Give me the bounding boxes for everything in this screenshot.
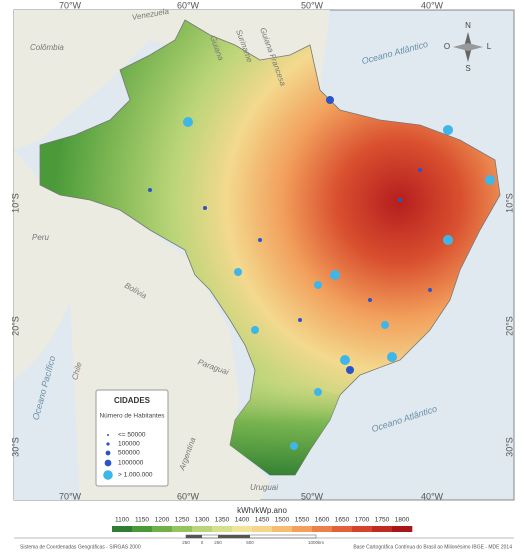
scale-label: 500	[246, 540, 254, 545]
lat-label: 20°S	[10, 316, 20, 336]
lat-label: 30°S	[10, 437, 20, 457]
brazil-south	[230, 370, 340, 475]
compass-label: O	[444, 42, 450, 51]
footer-text: Sistema de Coordenadas Geográficas - SIR…	[20, 544, 141, 550]
legend-title: CIDADES	[114, 396, 151, 405]
colorbar-tick-label: 1500	[275, 517, 290, 524]
brazil	[39, 19, 501, 476]
lat-label: 20°S	[504, 316, 514, 336]
lon-label: 40°W	[421, 491, 444, 501]
colorbar-tick-label: 1100	[115, 517, 129, 524]
lat-label: 10°S	[10, 193, 20, 213]
colorbar-swatch	[272, 526, 293, 532]
compass-label: L	[487, 42, 492, 51]
colorbar-swatch	[152, 526, 173, 532]
pacific	[14, 300, 80, 500]
colorbar-tick-label: 1200	[155, 517, 170, 524]
legend: CIDADES Número de Habitantes <= 50000 10…	[95, 389, 169, 487]
compass-label: S	[465, 64, 470, 73]
country-label: Peru	[32, 233, 49, 242]
footer-text: Base Cartográfica Contínua do Brasil ao …	[353, 544, 512, 550]
colorbar: kWh/kWp.ano 1100 1150 1200 1250 1300 1350 1400…	[112, 506, 413, 532]
colorbar-tick-label: 1350	[215, 517, 230, 524]
colorbar-swatch	[392, 526, 413, 532]
compass: N S L O	[444, 21, 492, 73]
colorbar-tick-label: 1700	[355, 517, 370, 524]
compass-label: N	[465, 21, 471, 30]
colorbar-tick-label: 1550	[295, 517, 310, 524]
lon-label: 60°W	[177, 0, 200, 10]
colorbar-swatch	[172, 526, 193, 532]
colorbar-swatch	[292, 526, 313, 532]
colorbar-swatch	[352, 526, 373, 532]
lat-label: 30°S	[504, 437, 514, 457]
legend-item: 1000000	[118, 460, 144, 467]
lon-label: 70°W	[59, 0, 82, 10]
lon-label: 70°W	[59, 491, 82, 501]
scale-bar: 250 0 250 500 1000km	[182, 534, 324, 545]
colorbar-swatch	[112, 526, 133, 532]
lat-label: 10°S	[504, 193, 514, 213]
colorbar-swatch	[232, 526, 253, 532]
colorbar-swatch	[372, 526, 393, 532]
colorbar-tick-label: 1800	[395, 517, 410, 524]
legend-item: > 1.000.000	[118, 472, 153, 479]
land-west	[14, 150, 270, 500]
graticule: 70°W 60°W 50°W 40°W 70°W 60°W 50°W 40°W …	[10, 0, 514, 501]
lon-label: 40°W	[421, 0, 444, 10]
colorbar-tick-label: 1300	[195, 517, 210, 524]
legend-item: 500000	[118, 450, 140, 457]
colorbar-tick-label: 1400	[235, 517, 250, 524]
colorbar-swatch	[192, 526, 213, 532]
scale-label: 0	[201, 540, 204, 545]
scale-label: 250	[214, 540, 222, 545]
lon-label: 60°W	[177, 491, 200, 501]
legend-item: <= 50000	[118, 432, 146, 439]
land-north	[14, 10, 330, 150]
legend-subtitle: Número de Habitantes	[99, 413, 165, 420]
colorbar-tick-label: 1150	[135, 517, 149, 524]
legend-item: 100000	[118, 441, 140, 448]
colorbar-title: kWh/kWp.ano	[237, 506, 287, 515]
colorbar-tick-label: 1250	[175, 517, 190, 524]
country-label: Uruguai	[250, 483, 278, 492]
colorbar-swatch	[132, 526, 153, 532]
colorbar-tick-label: 1600	[315, 517, 330, 524]
scale-label: 1000km	[308, 540, 324, 545]
colorbar-swatch	[332, 526, 353, 532]
lon-label: 50°W	[301, 0, 324, 10]
colorbar-tick-label: 1750	[375, 517, 390, 524]
lon-label: 50°W	[301, 491, 324, 501]
colorbar-swatch	[252, 526, 273, 532]
cities	[148, 96, 495, 450]
country-label: Colômbia	[30, 43, 64, 52]
colorbar-tick-label: 1650	[335, 517, 350, 524]
scale-label: 250	[182, 540, 190, 545]
colorbar-swatch	[212, 526, 233, 532]
colorbar-tick-label: 1450	[255, 517, 270, 524]
colorbar-swatch	[312, 526, 333, 532]
